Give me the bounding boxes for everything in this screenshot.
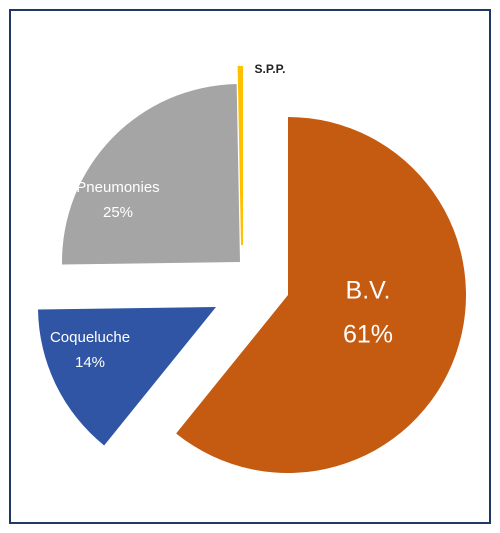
pie-slice: [176, 117, 466, 474]
slice-value-label: 61%: [343, 321, 393, 349]
slice-label: Coqueluche: [50, 329, 130, 346]
pie-slice: [61, 84, 240, 265]
slice-value-label: 25%: [103, 204, 133, 221]
pie-slice: [237, 65, 243, 246]
slice-value-label: 14%: [75, 354, 105, 371]
slice-label: B.V.: [346, 277, 391, 305]
pie-slice: [38, 307, 216, 446]
slice-label: S.P.P.: [255, 62, 286, 76]
slice-label: Pneumonies: [76, 179, 159, 196]
